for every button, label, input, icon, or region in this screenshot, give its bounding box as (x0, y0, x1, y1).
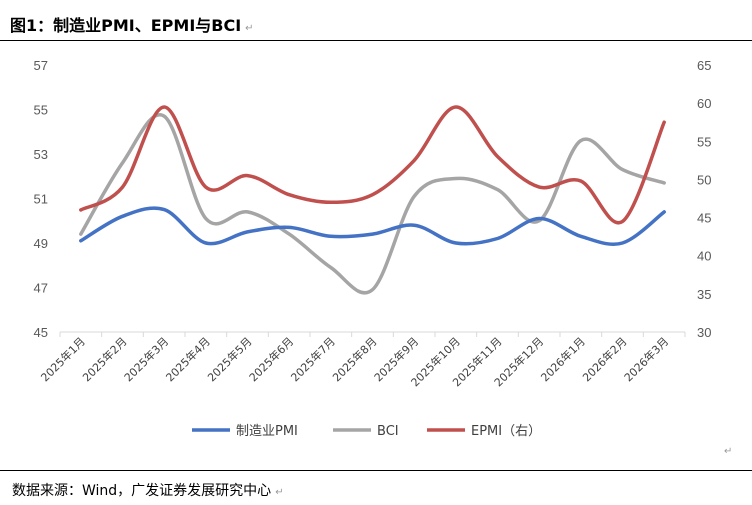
right-y-tick-label: 55 (697, 134, 711, 149)
left-y-tick-label: 51 (34, 192, 48, 207)
right-y-tick-label: 65 (697, 58, 711, 73)
paragraph-mark-icon: ↵ (275, 487, 284, 498)
right-y-tick-label: 60 (697, 96, 711, 111)
source-text: 数据来源：Wind，广发证券发展研究中心 (12, 483, 272, 499)
paragraph-mark-icon: ↵ (724, 446, 733, 457)
legend-label: BCI (377, 424, 399, 439)
paragraph-mark-icon: ↵ (245, 23, 254, 34)
left-y-tick-label: 45 (34, 325, 48, 340)
chart-title: 图1：制造业PMI、EPMI与BCI ↵ (10, 12, 254, 36)
source-note: 数据来源：Wind，广发证券发展研究中心 ↵ (12, 480, 284, 500)
legend-label: 制造业PMI (236, 424, 298, 439)
right-y-tick-label: 50 (697, 172, 711, 187)
right-y-tick-label: 35 (697, 287, 711, 302)
left-y-tick-label: 57 (34, 58, 48, 73)
right-y-tick-label: 45 (697, 211, 711, 226)
top-rule (0, 40, 752, 41)
chart-title-text: 图1：制造业PMI、EPMI与BCI (10, 16, 242, 35)
left-y-tick-label: 47 (34, 281, 48, 296)
left-y-tick-label: 53 (34, 147, 48, 162)
pmi-series-line (79, 206, 666, 247)
bottom-rule (0, 470, 752, 471)
legend-label: EPMI（右） (471, 424, 541, 439)
left-y-tick-label: 49 (34, 236, 48, 251)
epmi-series-line (79, 105, 666, 225)
right-y-tick-label: 30 (697, 325, 711, 340)
left-y-tick-label: 55 (34, 103, 48, 118)
right-y-tick-label: 40 (697, 249, 711, 264)
bci-series-line (79, 113, 666, 295)
x-tick-label: 2026年3月 (621, 334, 671, 384)
line-chart: 4547495153555730354045505560652025年1月202… (34, 58, 712, 439)
